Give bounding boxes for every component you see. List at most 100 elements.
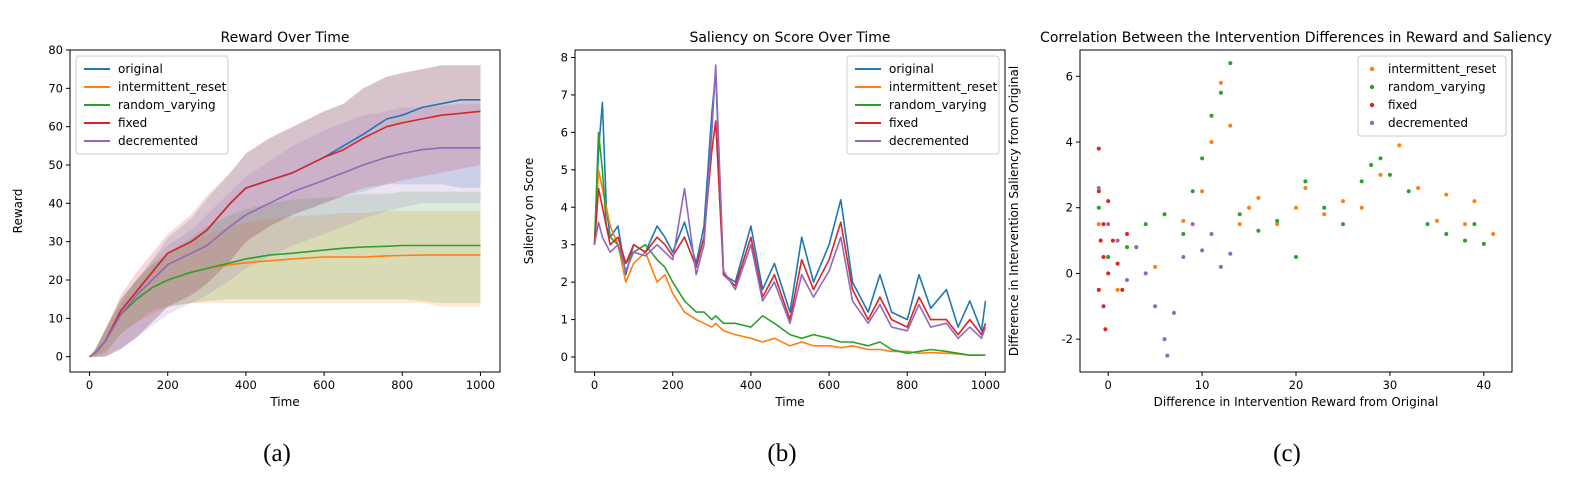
y-tick-label: 40 bbox=[48, 196, 63, 210]
point-random_varying bbox=[1472, 222, 1477, 227]
point-decremented bbox=[1190, 222, 1195, 227]
point-random_varying bbox=[1275, 218, 1280, 223]
point-intermittent_reset bbox=[1472, 199, 1477, 204]
point-random_varying bbox=[1256, 228, 1261, 233]
plot-saliency-on-score: Saliency on Score Over Time 0 200 400 600 800… bbox=[522, 30, 1006, 409]
series-line-decremented bbox=[593, 64, 987, 340]
point-intermittent_reset bbox=[1200, 189, 1205, 194]
legend-label-original: original bbox=[889, 62, 934, 76]
y-tick-label: 7 bbox=[561, 88, 568, 102]
point-random_varying bbox=[1200, 156, 1205, 161]
x-tick-label: 40 bbox=[1477, 378, 1492, 392]
y-tick-label: 5 bbox=[561, 163, 568, 177]
band-intermittent_reset bbox=[89, 211, 481, 357]
x-tick-label: 0 bbox=[591, 378, 598, 392]
x-tick-label: 200 bbox=[662, 378, 684, 392]
point-random_varying bbox=[1369, 163, 1374, 167]
legend-label-fixed: fixed bbox=[118, 116, 147, 130]
series-line-fixed bbox=[89, 110, 481, 358]
point-intermittent_reset bbox=[1237, 222, 1242, 227]
legend-swatch-random_varying bbox=[1369, 84, 1375, 90]
point-decremented bbox=[1165, 353, 1170, 358]
y-tick-label: 30 bbox=[48, 235, 63, 249]
caption-a: (a) bbox=[263, 440, 291, 467]
legend-label-intermittent_reset: intermittent_reset bbox=[889, 80, 998, 94]
x-tick-label: 800 bbox=[896, 378, 918, 392]
y-tick-label: 60 bbox=[48, 120, 63, 134]
point-random_varying bbox=[1463, 238, 1467, 243]
y-axis-label: Saliency on Score bbox=[522, 158, 536, 265]
legend-swatch-intermittent_reset bbox=[1369, 66, 1375, 72]
caption-c: (c) bbox=[1273, 440, 1301, 467]
x-tick-label: 400 bbox=[740, 378, 762, 392]
y-tick-label: 1 bbox=[561, 313, 568, 327]
legend-label-intermittent_reset: intermittent_reset bbox=[118, 80, 227, 94]
point-random_varying bbox=[1387, 172, 1392, 177]
x-tick-label: 20 bbox=[1289, 378, 1304, 392]
point-random_varying bbox=[1125, 245, 1129, 250]
plot-correlation-scatter: Correlation Between the Intervention Dif… bbox=[1007, 30, 1552, 409]
point-intermittent_reset bbox=[1153, 264, 1158, 269]
point-random_varying bbox=[1341, 222, 1345, 227]
point-random_varying bbox=[1378, 156, 1383, 161]
point-fixed bbox=[1103, 327, 1108, 332]
x-tick-label: 200 bbox=[157, 378, 179, 392]
x-tick-label: 10 bbox=[1195, 378, 1210, 392]
legend-label-original: original bbox=[118, 62, 163, 76]
y-tick-label: 50 bbox=[48, 158, 63, 172]
point-random_varying bbox=[1359, 179, 1364, 184]
point-intermittent_reset bbox=[1115, 287, 1120, 292]
point-intermittent_reset bbox=[1275, 222, 1280, 227]
point-fixed bbox=[1106, 271, 1111, 276]
point-random_varying bbox=[1106, 255, 1111, 259]
y-axis-label: Difference in Intervention Saliency from… bbox=[1007, 66, 1021, 356]
point-fixed bbox=[1101, 255, 1106, 259]
point-decremented bbox=[1106, 222, 1111, 227]
axes-frame bbox=[69, 49, 501, 373]
plot-area bbox=[1096, 61, 1496, 358]
plot-area bbox=[89, 65, 481, 358]
point-fixed bbox=[1098, 238, 1103, 243]
series-line-fixed bbox=[593, 120, 987, 336]
point-intermittent_reset bbox=[1303, 186, 1308, 190]
legend-label-random_varying: random_varying bbox=[889, 98, 987, 112]
point-random_varying bbox=[1481, 241, 1486, 246]
y-tick-label: 80 bbox=[48, 43, 63, 57]
point-decremented bbox=[1200, 248, 1205, 253]
series-line-intermittent_reset bbox=[593, 169, 986, 357]
y-tick-label: 2 bbox=[561, 275, 568, 289]
point-fixed bbox=[1110, 238, 1115, 243]
point-intermittent_reset bbox=[1256, 195, 1261, 200]
point-intermittent_reset bbox=[1434, 218, 1439, 223]
chart-title: Reward Over Time bbox=[221, 30, 350, 46]
point-random_varying bbox=[1425, 222, 1430, 227]
point-random_varying bbox=[1228, 61, 1233, 66]
legend-box bbox=[75, 55, 229, 155]
point-intermittent_reset bbox=[1463, 222, 1467, 227]
point-decremented bbox=[1125, 278, 1129, 282]
y-tick-label: 0 bbox=[1066, 266, 1073, 280]
legend-label-random_varying: random_varying bbox=[1388, 80, 1486, 94]
x-tick-label: 1000 bbox=[466, 378, 495, 392]
point-intermittent_reset bbox=[1218, 80, 1223, 85]
point-random_varying bbox=[1096, 205, 1101, 210]
legend: original intermittent_reset random_varying… bbox=[75, 55, 229, 155]
point-random_varying bbox=[1218, 90, 1223, 95]
y-axis-label: Reward bbox=[11, 189, 25, 234]
plot-area bbox=[593, 64, 987, 357]
point-random_varying bbox=[1237, 212, 1242, 217]
point-intermittent_reset bbox=[1397, 143, 1402, 148]
band-fixed bbox=[89, 65, 481, 357]
y-tick-label: 4 bbox=[561, 200, 568, 214]
x-tick-label: 600 bbox=[313, 378, 335, 392]
x-tick-label: 600 bbox=[818, 378, 840, 392]
point-random_varying bbox=[1181, 232, 1186, 236]
point-fixed bbox=[1125, 232, 1129, 236]
series-line-decremented bbox=[89, 147, 481, 358]
legend-label-intermittent_reset: intermittent_reset bbox=[1388, 62, 1497, 76]
series-line-random_varying bbox=[89, 244, 481, 358]
point-random_varying bbox=[1444, 232, 1449, 236]
x-tick-label: 0 bbox=[86, 378, 93, 392]
